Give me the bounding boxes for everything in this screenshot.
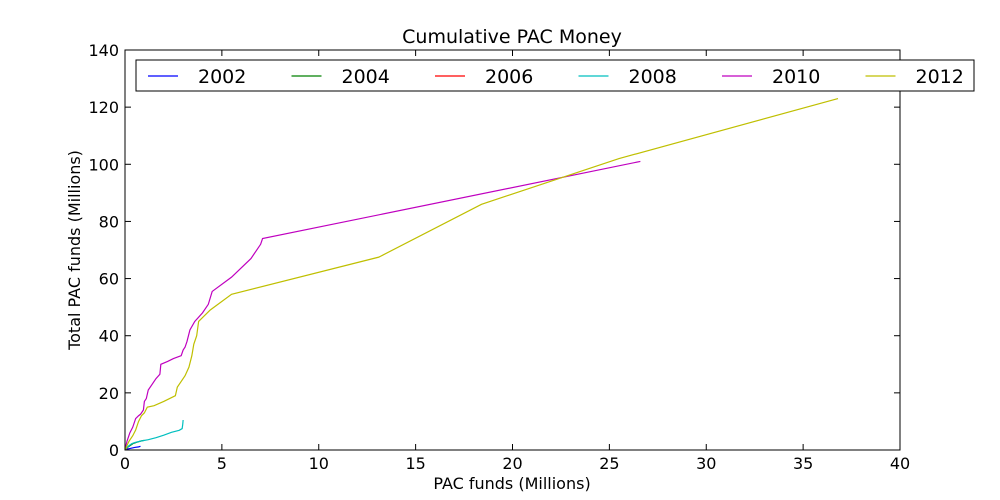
y-tick-label: 0 — [109, 441, 119, 460]
y-axis-title: Total PAC funds (Millions) — [65, 150, 84, 351]
series-line-2008 — [124, 419, 184, 451]
legend-label-2012: 2012 — [916, 66, 964, 88]
x-tick-label: 5 — [217, 454, 227, 473]
x-axis-title: PAC funds (Millions) — [433, 474, 590, 493]
legend-label-2010: 2010 — [772, 66, 820, 88]
x-tick-label: 0 — [120, 454, 130, 473]
legend-label-2004: 2004 — [342, 66, 390, 88]
series-layer — [124, 97, 839, 451]
y-tick-label: 60 — [99, 270, 119, 289]
chart-title: Cumulative PAC Money — [402, 26, 622, 48]
x-tick-label: 10 — [309, 454, 329, 473]
y-tick-label: 140 — [88, 41, 119, 60]
y-tick-label: 100 — [88, 155, 119, 174]
x-tick-label: 15 — [405, 454, 425, 473]
plot-frame — [124, 49, 901, 451]
y-tick-label: 120 — [88, 98, 119, 117]
series-line-2010 — [124, 160, 641, 451]
y-tick-label: 40 — [99, 327, 119, 346]
x-tick-label: 25 — [599, 454, 619, 473]
legend-box — [135, 59, 975, 92]
legend: 2002 2004 2006 2008 2010 2012 — [135, 59, 975, 92]
y-tick-label: 80 — [99, 212, 119, 231]
legend-label-2008: 2008 — [629, 66, 677, 88]
x-tick-label: 35 — [793, 454, 813, 473]
x-tick-label: 20 — [502, 454, 522, 473]
legend-label-2002: 2002 — [198, 66, 246, 88]
series-line-2012 — [124, 97, 839, 451]
x-tick-label: 30 — [696, 454, 716, 473]
legend-label-2006: 2006 — [485, 66, 533, 88]
x-tick-label: 40 — [890, 454, 910, 473]
y-tick-label: 20 — [99, 384, 119, 403]
tick-layer: 0 5 10 15 20 25 30 35 40 0 20 40 60 80 100 120 140 — [88, 41, 910, 473]
